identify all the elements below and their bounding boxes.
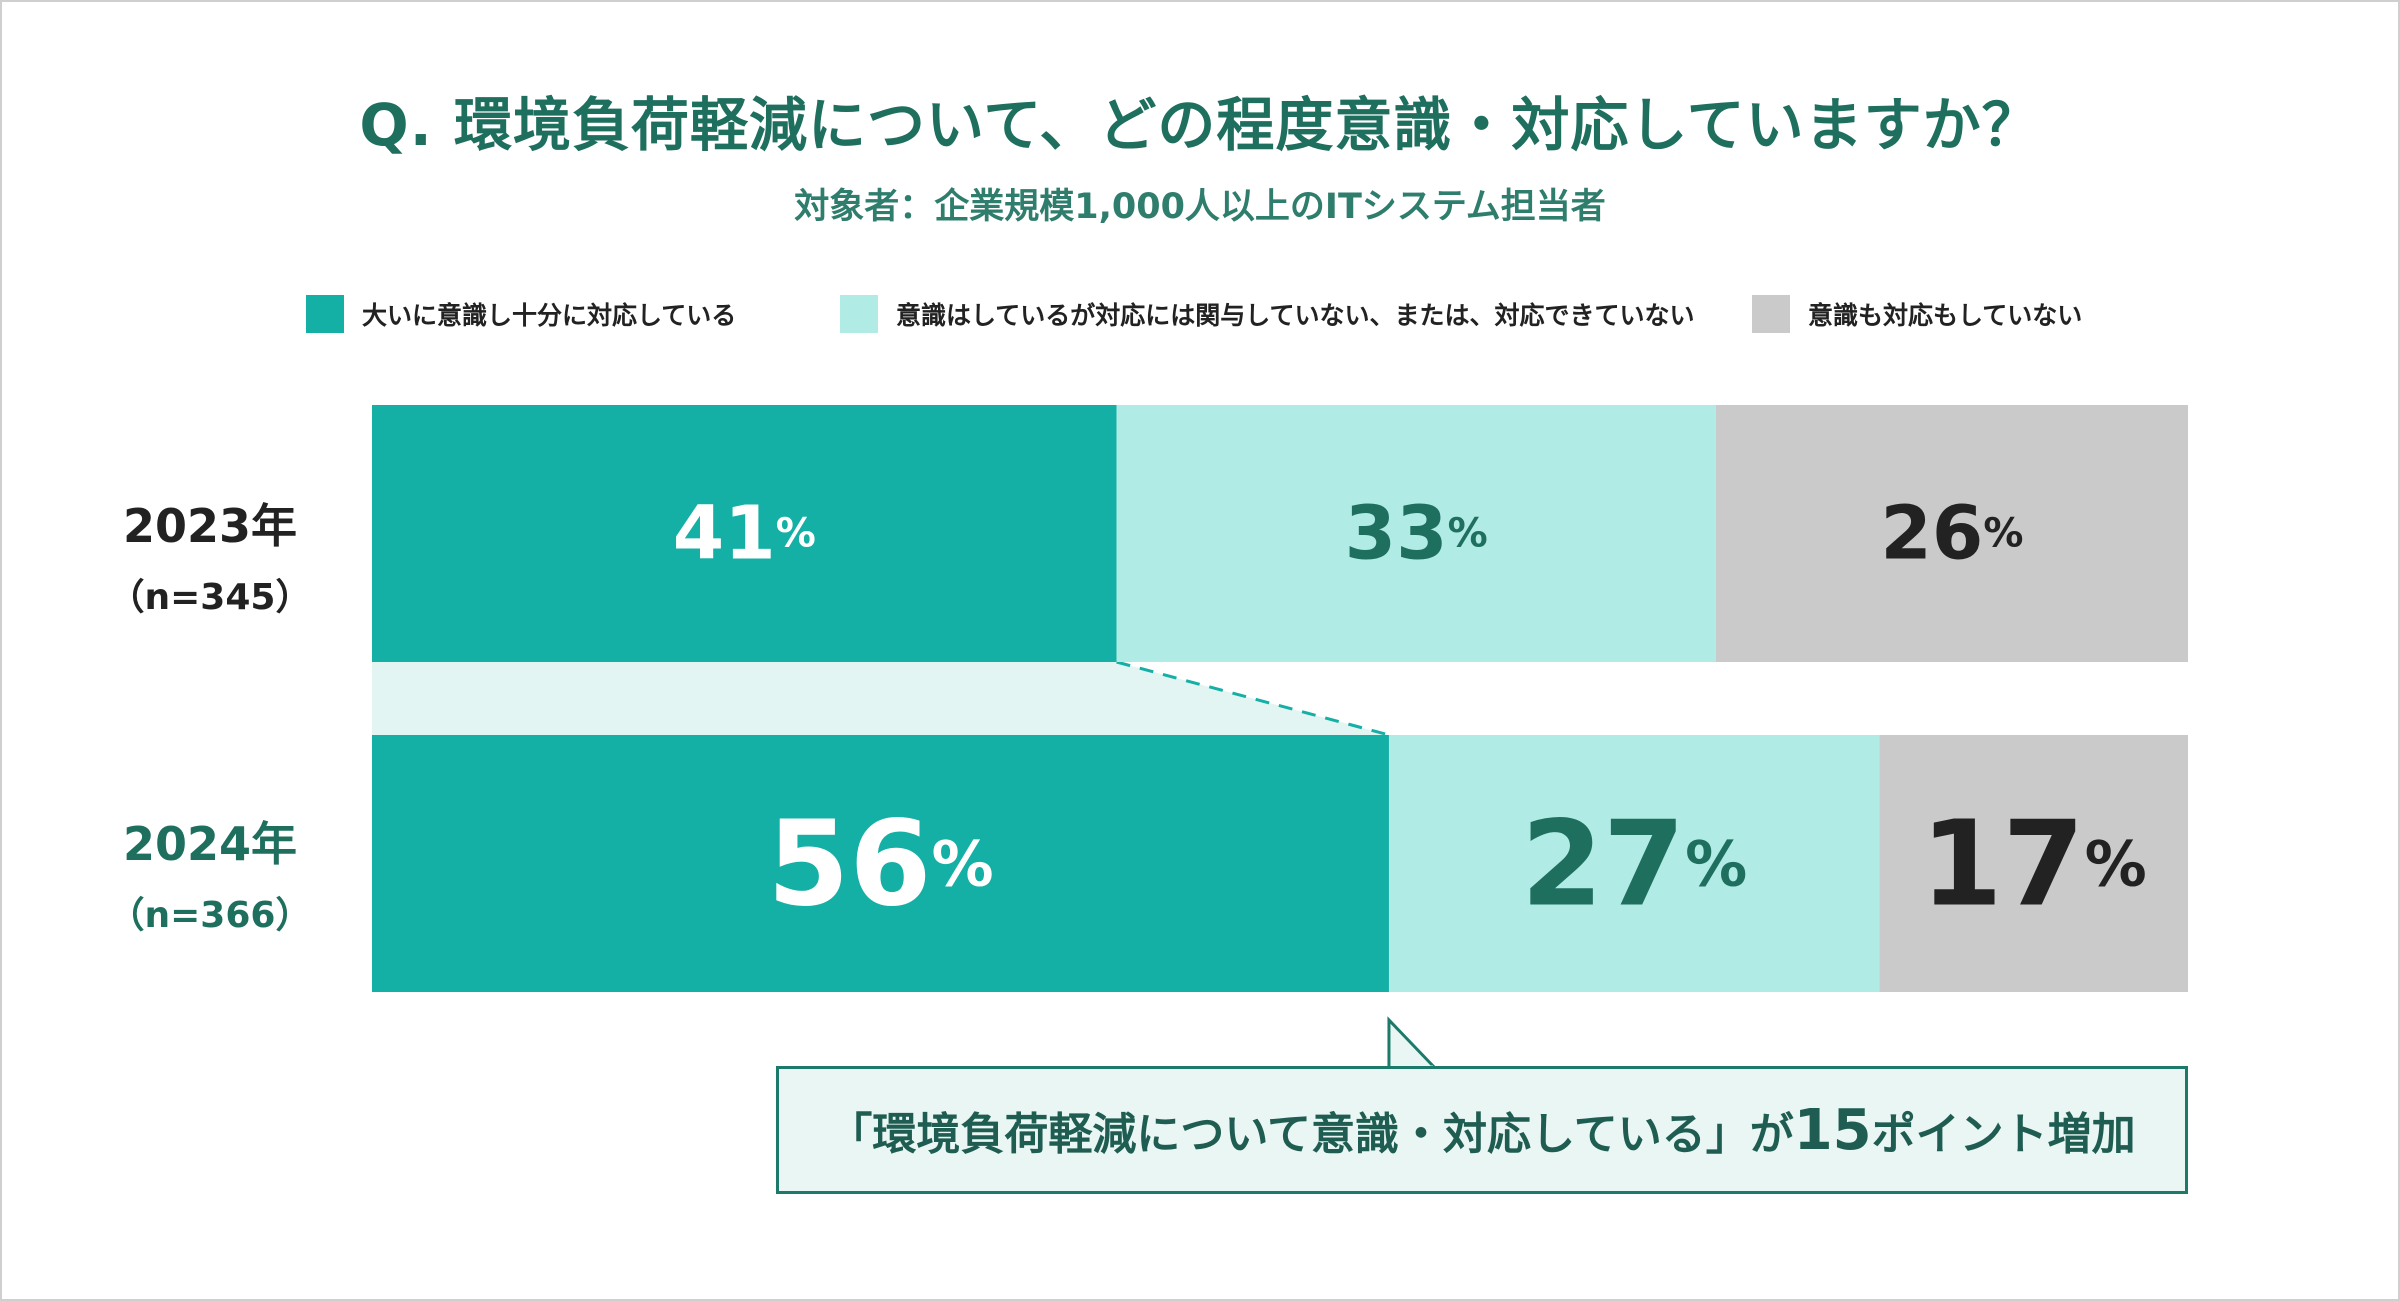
bar-segment-2023-series-1 bbox=[372, 405, 1117, 662]
callout-suffix: ポイント増加 bbox=[1871, 1109, 2136, 1160]
legend-label-none: 意識も対応もしていない bbox=[1808, 301, 2083, 330]
bar-segment-2024-series-1 bbox=[372, 735, 1389, 992]
bar-segment-2023-series-2 bbox=[1116, 405, 1716, 662]
legend-label-medium: 意識はしているが対応には関与していない、または、対応できていない bbox=[896, 301, 1695, 330]
callout-number: 15 bbox=[1793, 1097, 1872, 1163]
data-label-unit: % bbox=[1448, 511, 1488, 557]
legend-swatch-strong bbox=[306, 295, 344, 333]
row-label-2023: 2023年 （n=345） bbox=[100, 490, 320, 620]
row-n-2023: （n=345） bbox=[108, 577, 312, 618]
bar-segment-2023-series-3 bbox=[1715, 405, 2188, 662]
row-n-2024: （n=366） bbox=[108, 895, 312, 936]
callout-pointer bbox=[1387, 1016, 1439, 1070]
legend-swatch-medium bbox=[840, 295, 878, 333]
legend-item-medium: 意識はしているが対応には関与していない、または、対応できていない bbox=[840, 294, 1695, 334]
callout-box: 「環境負荷軽減について意識・対応している」が 15 ポイント増加 bbox=[776, 1066, 2188, 1194]
data-label-unit: % bbox=[1685, 827, 1747, 900]
connector-band bbox=[372, 662, 1389, 735]
data-label-unit: % bbox=[776, 511, 816, 557]
data-label-unit: % bbox=[932, 827, 994, 900]
legend-swatch-none bbox=[1752, 295, 1790, 333]
bar-segment-2024-series-3 bbox=[1879, 735, 2188, 992]
data-label-unit: % bbox=[1983, 511, 2023, 557]
legend-label-strong: 大いに意識し十分に対応している bbox=[362, 301, 737, 330]
callout-prefix: 「環境負荷軽減について意識・対応している」が bbox=[828, 1109, 1794, 1160]
row-year-2023: 2023年 bbox=[122, 499, 298, 553]
legend-item-strong: 大いに意識し十分に対応している bbox=[306, 294, 736, 334]
legend-item-none: 意識も対応もしていない bbox=[1752, 294, 2082, 334]
bar-segment-2024-series-2 bbox=[1388, 735, 1880, 992]
chart-subtitle: 対象者：企業規模1,000人以上のITシステム担当者 bbox=[794, 187, 1606, 227]
data-label-unit: % bbox=[2085, 827, 2147, 900]
row-label-2024: 2024年 （n=366） bbox=[100, 808, 320, 938]
chart-title: Q. 環境負荷軽減について、どの程度意識・対応していますか？ bbox=[359, 91, 2041, 159]
row-year-2024: 2024年 bbox=[122, 817, 298, 871]
